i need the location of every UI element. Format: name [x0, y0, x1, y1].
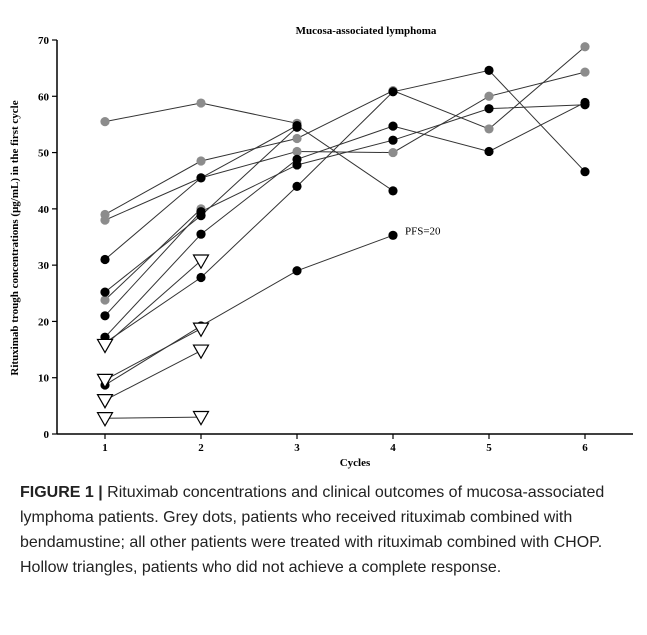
- black-point-marker: [388, 87, 398, 97]
- black-point-marker: [292, 122, 302, 132]
- grey-point-marker: [292, 146, 302, 157]
- caption-text: Rituximab concentrations and clinical ou…: [20, 484, 605, 576]
- series-line-9: [104, 69, 586, 344]
- y-tick-label: 60: [38, 91, 50, 103]
- grey-point-marker: [292, 133, 302, 144]
- black-point-marker: [196, 173, 206, 183]
- series-line-13: [104, 350, 202, 401]
- series-line-8: [104, 102, 586, 338]
- y-tick-label: 30: [38, 260, 50, 272]
- black-point-marker: [484, 146, 494, 157]
- black-point-marker: [484, 65, 494, 75]
- series-line-11: [104, 260, 202, 346]
- hollow-triangle-marker: [96, 394, 114, 409]
- black-point-marker: [388, 135, 398, 145]
- chart-title: Mucosa-associated lymphoma: [296, 25, 437, 37]
- black-point-marker: [100, 287, 110, 297]
- y-tick-label: 50: [38, 148, 50, 160]
- hollow-triangle-marker: [192, 344, 210, 360]
- black-point-marker: [580, 167, 590, 177]
- line-chart: Mucosa-associated lymphoma 0 10 20 30 40 50 60…: [9, 25, 633, 469]
- x-axis-label: Cycles: [340, 457, 371, 469]
- y-tick-label: 0: [44, 429, 50, 441]
- black-point-marker: [388, 121, 398, 131]
- grey-point-marker: [100, 295, 110, 305]
- series-line-3: [104, 71, 586, 221]
- black-point-marker: [196, 272, 206, 283]
- series-line-10: [104, 234, 394, 386]
- x-tick-label: 6: [582, 442, 588, 454]
- figure-caption: FIGURE 1 | Rituximab concentrations and …: [20, 480, 627, 580]
- pfs-annotation: PFS=20: [405, 225, 441, 237]
- series-line-14: [104, 416, 202, 419]
- caption-label: FIGURE 1 |: [20, 484, 103, 501]
- black-point-marker: [388, 230, 398, 240]
- hollow-triangle-marker: [192, 410, 210, 426]
- grey-point-marker: [580, 42, 590, 52]
- black-point-marker: [100, 254, 110, 265]
- hollow-triangle-marker: [96, 373, 114, 389]
- black-point-marker: [388, 186, 398, 196]
- hollow-triangle-marker: [192, 254, 210, 270]
- series-line-12: [104, 328, 202, 381]
- grey-point-marker: [100, 117, 110, 127]
- x-tick-label: 4: [390, 442, 396, 454]
- series-line-7: [104, 104, 586, 317]
- x-tick-label: 5: [486, 442, 492, 454]
- y-tick-label: 40: [38, 204, 50, 216]
- black-point-marker: [100, 311, 110, 321]
- hollow-triangle-marker: [96, 338, 114, 354]
- grey-point-marker: [388, 147, 398, 158]
- y-tick-label: 70: [38, 35, 50, 47]
- hollow-triangle-marker: [192, 322, 210, 338]
- grey-point-marker: [580, 67, 590, 77]
- black-point-marker: [580, 97, 590, 108]
- plot-layer: 0 10 20 30 40 50 60 70 1 2 3 4 5 6 PFS=20: [38, 35, 633, 454]
- black-point-marker: [196, 207, 206, 217]
- black-point-marker: [292, 154, 302, 164]
- y-tick-label: 20: [38, 316, 50, 328]
- chart-figure: Mucosa-associated lymphoma 0 10 20 30 40 50 60…: [9, 25, 633, 469]
- grey-point-marker: [484, 124, 494, 134]
- black-point-marker: [292, 181, 302, 191]
- grey-point-marker: [196, 156, 206, 166]
- y-axis-label: Rituximab trough concentrations (μg/mL) …: [9, 100, 21, 375]
- x-tick-label: 2: [198, 442, 204, 454]
- x-tick-label: 1: [102, 442, 108, 454]
- hollow-triangle-marker: [96, 412, 114, 427]
- series-line-5: [104, 124, 394, 260]
- grey-point-marker: [484, 91, 494, 101]
- black-point-marker: [484, 104, 494, 114]
- series-line-2: [104, 46, 586, 215]
- black-point-marker: [292, 266, 302, 276]
- y-tick-label: 10: [38, 373, 50, 385]
- black-point-marker: [196, 229, 206, 239]
- x-tick-label: 3: [294, 442, 300, 454]
- grey-point-marker: [196, 98, 206, 108]
- grey-point-marker: [100, 215, 110, 225]
